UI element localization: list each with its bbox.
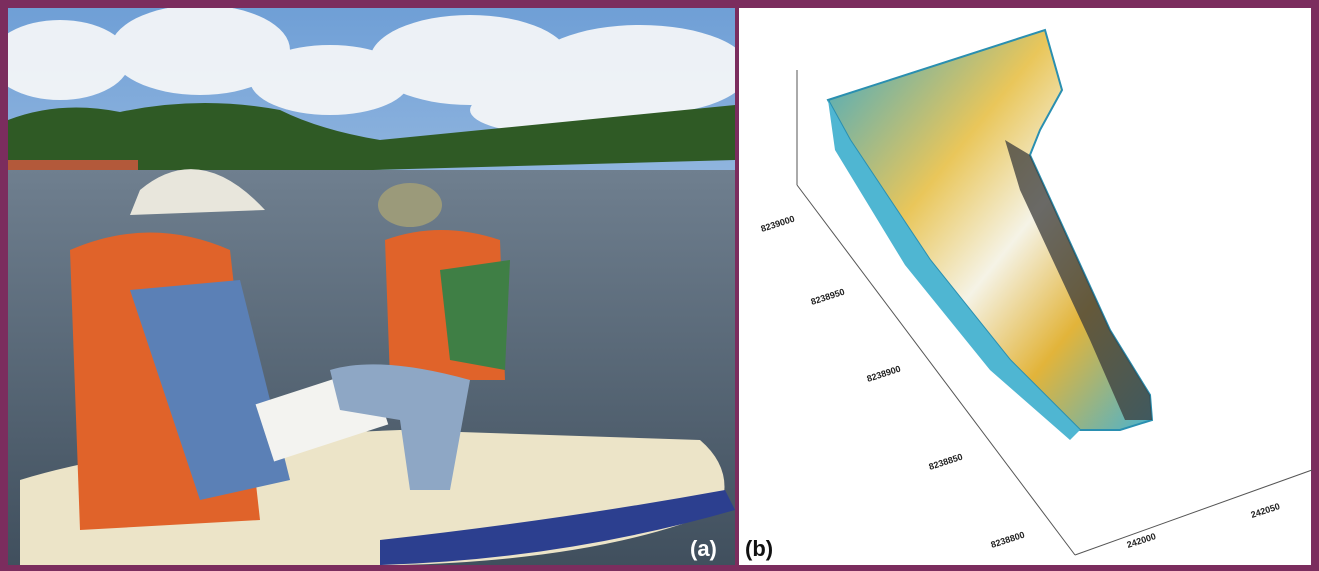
panel-label: (a) <box>690 536 717 561</box>
figure: (a) (b) 8239000 8238950 8238900 8238850 … <box>0 0 1319 571</box>
panel-label: (b) <box>745 536 773 561</box>
figure-canvas: (a) (b) 8239000 8238950 8238900 8238850 … <box>0 0 1319 571</box>
photo <box>0 5 750 571</box>
